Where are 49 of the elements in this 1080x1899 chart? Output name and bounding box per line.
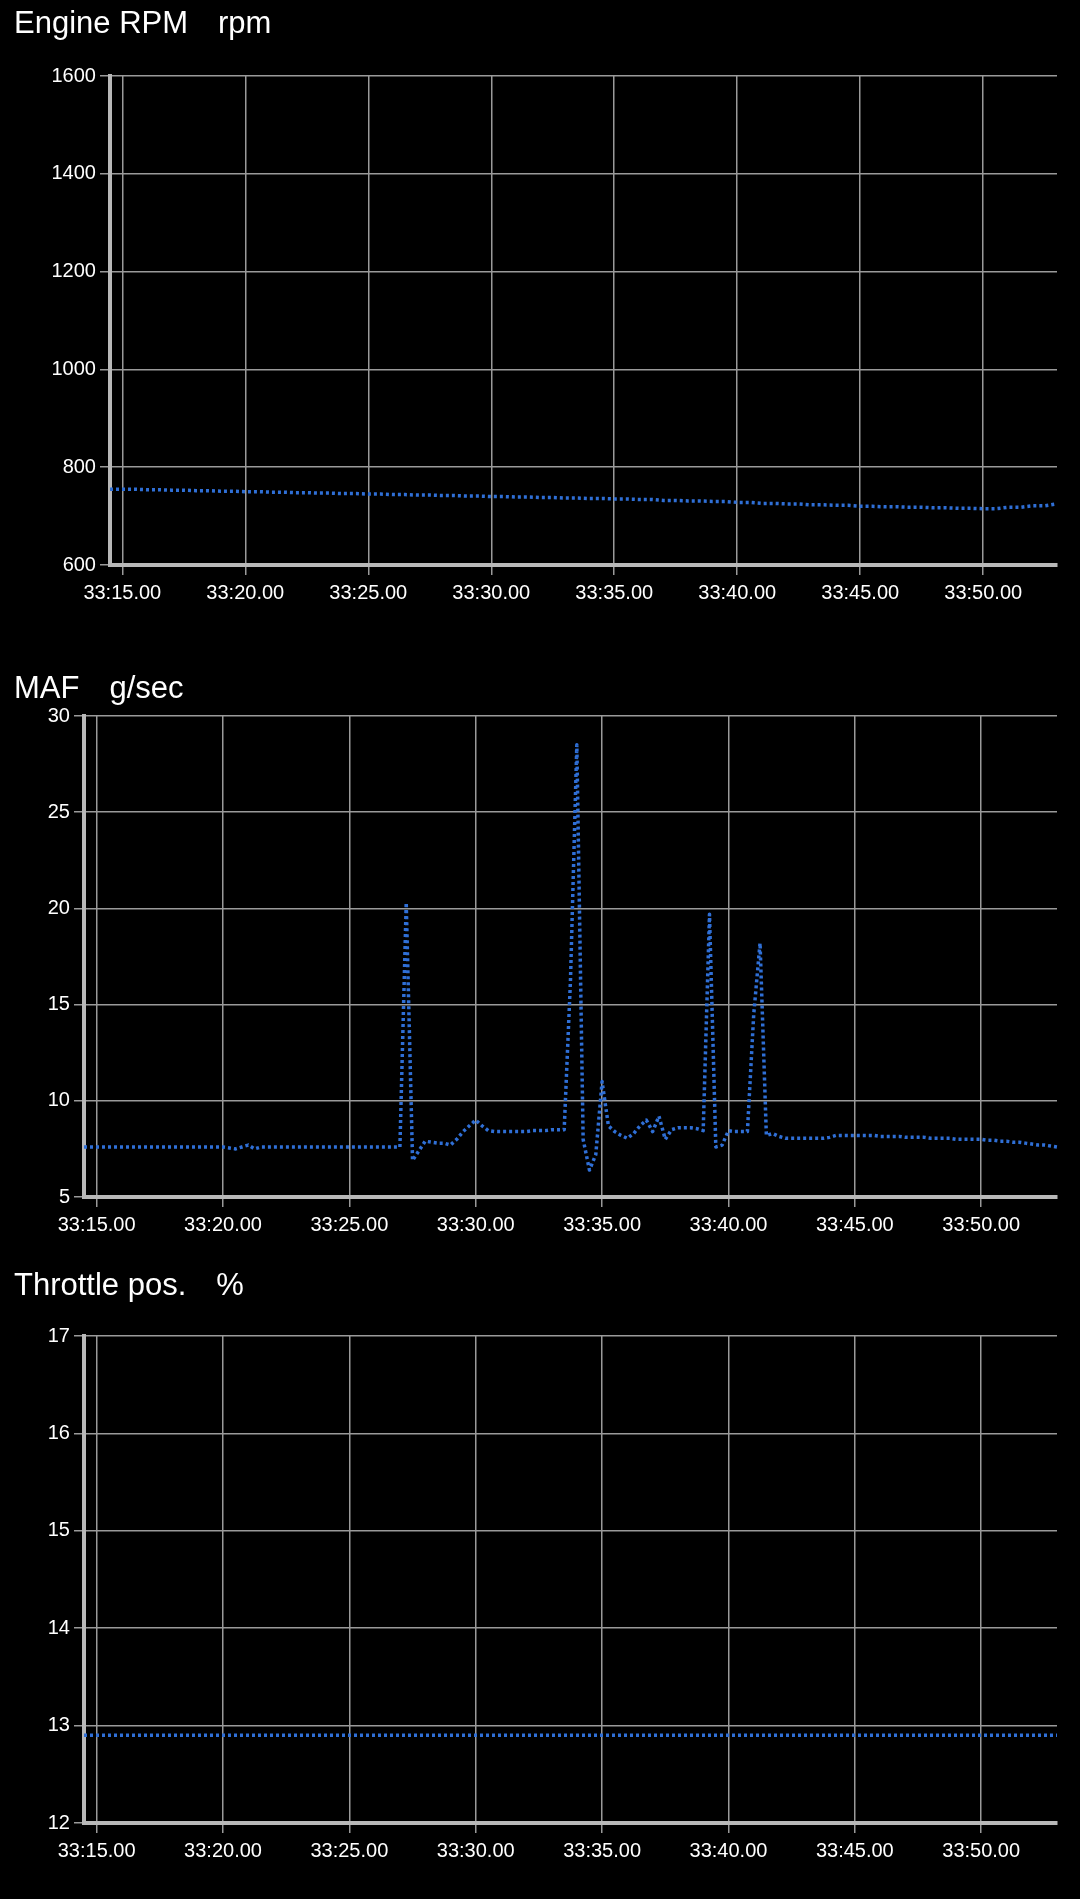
y-tick-label: 30 bbox=[47, 703, 70, 726]
y-axis-title: % bbox=[216, 1267, 244, 1302]
x-tick-label: 33:20.00 bbox=[206, 580, 285, 603]
x-tick-label: 33:25.00 bbox=[310, 1212, 389, 1235]
x-tick-label: 33:40.00 bbox=[698, 580, 777, 603]
y-tick-label: 600 bbox=[62, 552, 96, 575]
line-series bbox=[82, 743, 1059, 1172]
y-tick-label: 14 bbox=[47, 1615, 70, 1638]
y-tick-label: 1400 bbox=[51, 161, 96, 184]
x-tick-label: 33:15.00 bbox=[83, 580, 162, 603]
y-tick-label: 1600 bbox=[51, 63, 96, 86]
x-tick-label: 33:45.00 bbox=[815, 1838, 894, 1861]
y-tick-label: 15 bbox=[47, 992, 70, 1015]
x-tick-label: 33:25.00 bbox=[329, 580, 408, 603]
y-tick-label: 20 bbox=[47, 895, 70, 918]
y-tick-label: 12 bbox=[47, 1810, 70, 1833]
x-tick-label: 33:35.00 bbox=[563, 1838, 642, 1861]
x-tick-label: 33:50.00 bbox=[942, 1838, 1021, 1861]
x-tick-label: 33:35.00 bbox=[575, 580, 654, 603]
x-tick-label: 33:15.00 bbox=[57, 1838, 136, 1861]
x-tick-label: 33:20.00 bbox=[184, 1212, 262, 1235]
y-axis-title: g/sec bbox=[109, 670, 184, 705]
y-tick-label: 800 bbox=[62, 454, 96, 477]
y-tick-label: 16 bbox=[47, 1420, 70, 1443]
x-tick-label: 33:30.00 bbox=[436, 1838, 515, 1861]
x-tick-label: 33:45.00 bbox=[815, 1212, 894, 1235]
y-axis-title: rpm bbox=[218, 5, 272, 40]
x-tick-label: 33:50.00 bbox=[942, 1212, 1021, 1235]
x-tick-label: 33:40.00 bbox=[689, 1838, 768, 1861]
chart-title: Throttle pos. bbox=[14, 1267, 187, 1302]
x-tick-label: 33:50.00 bbox=[944, 580, 1023, 603]
y-tick-label: 10 bbox=[47, 1088, 70, 1111]
y-tick-label: 15 bbox=[47, 1518, 70, 1541]
x-tick-label: 33:45.00 bbox=[821, 580, 900, 603]
chart-title: Engine RPM bbox=[14, 5, 189, 40]
y-tick-label: 17 bbox=[47, 1323, 70, 1346]
x-tick-label: 33:40.00 bbox=[689, 1212, 768, 1235]
x-tick-label: 33:20.00 bbox=[184, 1838, 262, 1861]
y-tick-label: 1000 bbox=[51, 356, 96, 379]
x-tick-label: 33:25.00 bbox=[310, 1838, 389, 1861]
y-tick-label: 1200 bbox=[51, 259, 96, 282]
y-tick-label: 13 bbox=[47, 1713, 70, 1736]
y-tick-label: 25 bbox=[47, 799, 70, 822]
y-tick-label: 5 bbox=[58, 1184, 70, 1207]
chart-title: MAF bbox=[14, 670, 80, 705]
x-tick-label: 33:30.00 bbox=[436, 1212, 515, 1235]
x-tick-label: 33:30.00 bbox=[452, 580, 531, 603]
x-tick-label: 33:15.00 bbox=[57, 1212, 136, 1235]
x-tick-label: 33:35.00 bbox=[563, 1212, 642, 1235]
